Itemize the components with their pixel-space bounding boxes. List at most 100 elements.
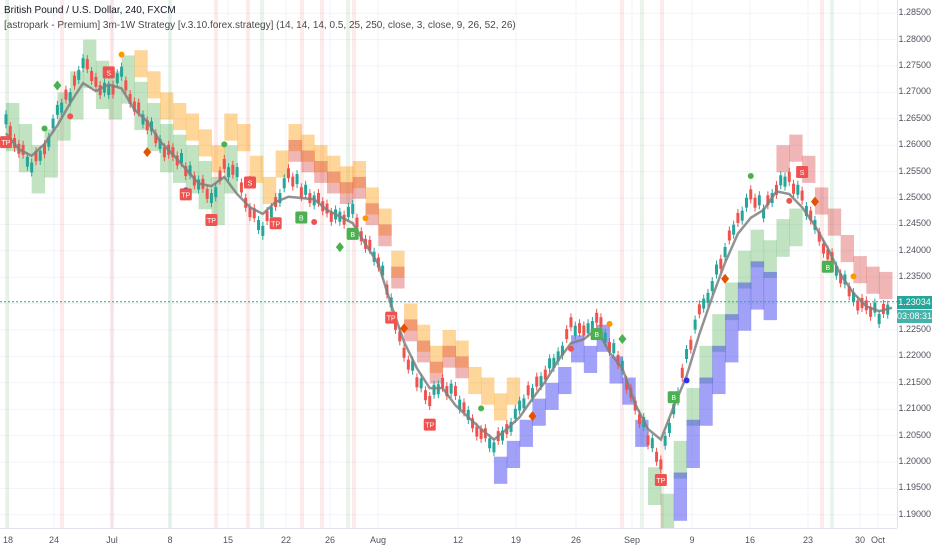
take-profit-marker[interactable]: TP [0, 136, 12, 149]
take-profit-marker[interactable]: TP [269, 217, 282, 230]
candle-body [278, 193, 282, 204]
ichimoku-cloud-red [327, 171, 341, 194]
ichimoku-cloud-orange [429, 345, 444, 373]
ichimoku-cloud-green [70, 71, 84, 120]
chart-plot-area[interactable]: TP S TP TP S TP B B TP TP B TP B S B [0, 0, 897, 528]
sell-signal-marker[interactable]: S [243, 176, 256, 189]
candle-body [565, 329, 569, 340]
candle-body [449, 383, 453, 394]
price-tick-label: 1.22000 [898, 350, 931, 361]
candle-body [227, 167, 231, 178]
buy-signal-marker[interactable]: B [821, 260, 834, 273]
ichimoku-cloud-green [737, 250, 752, 289]
price-tick-label: 1.24500 [898, 218, 931, 229]
candle-body [637, 414, 641, 425]
ichimoku-cloud-blue [673, 472, 688, 521]
candle-body [68, 92, 72, 103]
take-profit-marker[interactable]: TP [423, 418, 436, 431]
time-tick-label: Oct [870, 535, 886, 545]
ichimoku-cloud-orange [352, 161, 367, 189]
candle-body [667, 423, 671, 433]
price-tick-label: 1.20500 [898, 429, 931, 440]
candle-body [415, 377, 419, 388]
time-tick-label: 24 [48, 535, 60, 545]
candle-body [34, 151, 38, 162]
buy-signal-marker[interactable]: B [346, 227, 359, 240]
buy-signal-marker[interactable]: B [295, 211, 308, 224]
sell-signal-marker[interactable]: S [102, 66, 115, 79]
candle-body [81, 58, 85, 69]
candle-body [124, 80, 128, 91]
marker-box [179, 188, 192, 201]
time-tick-label: Sep [623, 535, 641, 545]
candle-body [800, 190, 804, 201]
ichimoku-cloud-blue [493, 456, 508, 484]
ichimoku-cloud-blue [725, 314, 739, 363]
ichimoku-cloud-red [339, 182, 354, 204]
buy-signal-marker[interactable]: B [590, 328, 603, 341]
sell-signal-marker[interactable]: S [796, 166, 809, 178]
time-axis[interactable]: 18 24 Jul 8 15 22 26 Aug 12 19 26 Sep 9 16 23 30 Oct [0, 528, 897, 551]
candle-body [625, 379, 629, 390]
marker-label: B [350, 232, 355, 239]
candle-body [411, 360, 415, 371]
ichimoku-cloud-green [147, 102, 161, 152]
candle-body [518, 400, 522, 411]
candle-body [145, 120, 149, 131]
candle-body [869, 306, 873, 317]
ichimoku-cloud-orange [365, 187, 379, 215]
candle-body [873, 302, 877, 313]
signal-dot [683, 377, 690, 384]
take-profit-marker[interactable]: TP [385, 311, 398, 324]
candle-body [783, 176, 787, 187]
candle-body [265, 211, 269, 222]
candle-body [569, 317, 573, 328]
candle-body [428, 396, 432, 407]
candle-body [453, 385, 457, 396]
marker-label: S [248, 181, 253, 188]
ichimoku-cloud-red [301, 150, 315, 173]
candle-body [539, 376, 543, 387]
take-profit-marker[interactable]: TP [654, 474, 667, 486]
candle-body [706, 292, 710, 303]
candle-body [851, 292, 855, 303]
take-profit-marker[interactable]: TP [205, 214, 218, 226]
marker-box [590, 328, 603, 341]
time-tick-label: 30 [854, 535, 866, 545]
marker-label: B [299, 215, 304, 222]
price-tick-label: 1.19000 [898, 508, 931, 519]
candle-body [659, 459, 663, 470]
marker-label: TP [2, 140, 11, 147]
signal-dot [478, 405, 485, 412]
candle-body [393, 319, 397, 330]
candle-body [740, 210, 744, 221]
time-tick-label: Aug [369, 535, 387, 545]
time-tick-label: 16 [744, 535, 756, 545]
candle-body [406, 359, 410, 370]
ichimoku-cloud-green [776, 219, 790, 257]
ichimoku-cloud-blue [737, 282, 752, 331]
ichimoku-cloud-blue [532, 398, 546, 426]
price-axis[interactable]: 1.28500 1.28000 1.27500 1.27000 1.26500 1.260… [897, 0, 932, 528]
candle-body [779, 175, 783, 186]
price-tick-label: 1.23500 [898, 271, 931, 282]
candle-body [162, 147, 166, 158]
signal-dot [67, 113, 74, 120]
candle-body [599, 317, 603, 328]
ichimoku-cloud-orange [378, 208, 392, 236]
candle-body [809, 210, 813, 221]
buy-signal-marker[interactable]: B [667, 391, 680, 404]
ichimoku-cloud-orange [493, 393, 508, 421]
candle-body [72, 75, 76, 86]
candle-body [25, 156, 29, 167]
ichimoku-cloud-green [712, 314, 726, 352]
candle-body [441, 377, 445, 388]
signal-band [640, 0, 644, 528]
candle-body [184, 166, 188, 177]
ichimoku-cloud-red [391, 266, 405, 289]
ichimoku-cloud-orange [198, 129, 212, 157]
indicator-title: [astropark - Premium] 3m-1W Strategy [v.… [4, 20, 516, 31]
take-profit-marker[interactable]: TP [179, 188, 192, 201]
candle-body [171, 147, 175, 158]
